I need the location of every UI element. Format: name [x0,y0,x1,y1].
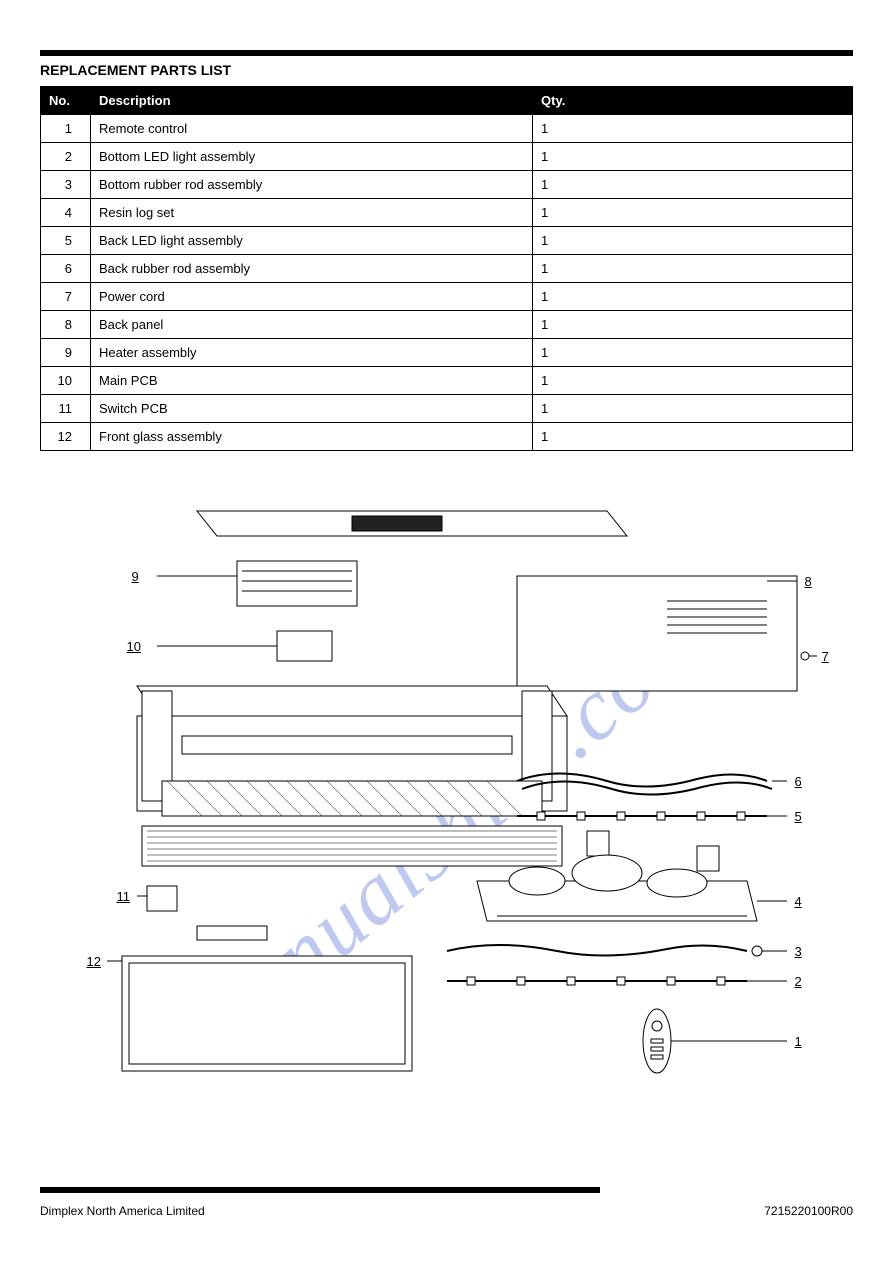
table-row: 7Power cord1 [41,283,853,311]
callout-8: 8 [805,574,812,589]
cell-no: 5 [41,227,91,255]
table-row: 4Resin log set1 [41,199,853,227]
cell-qty: 1 [533,171,853,199]
cell-qty: 1 [533,255,853,283]
table-row: 9Heater assembly1 [41,339,853,367]
table-row: 12Front glass assembly1 [41,423,853,451]
cell-no: 11 [41,395,91,423]
section-title: REPLACEMENT PARTS LIST [40,62,853,78]
cell-desc: Main PCB [91,367,533,395]
callout-4: 4 [795,894,802,909]
table-row: 8Back panel1 [41,311,853,339]
cell-no: 4 [41,199,91,227]
cell-desc: Resin log set [91,199,533,227]
cell-desc: Remote control [91,115,533,143]
header-qty: Qty. [533,87,853,115]
cell-no: 2 [41,143,91,171]
diagram-svg [47,481,847,1121]
cell-qty: 1 [533,311,853,339]
cell-no: 10 [41,367,91,395]
table-row: 5Back LED light assembly1 [41,227,853,255]
table-row: 1Remote control1 [41,115,853,143]
table-row: 2Bottom LED light assembly1 [41,143,853,171]
cell-desc: Bottom rubber rod assembly [91,171,533,199]
top-rule [40,50,853,56]
cell-qty: 1 [533,199,853,227]
callout-9: 9 [132,569,139,584]
table-row: 11Switch PCB1 [41,395,853,423]
cell-desc: Switch PCB [91,395,533,423]
table-row: 3Bottom rubber rod assembly1 [41,171,853,199]
cell-desc: Heater assembly [91,339,533,367]
cell-desc: Back panel [91,311,533,339]
cell-qty: 1 [533,283,853,311]
cell-no: 12 [41,423,91,451]
cell-no: 3 [41,171,91,199]
cell-no: 6 [41,255,91,283]
cell-no: 7 [41,283,91,311]
cell-no: 8 [41,311,91,339]
footer-left: Dimplex North America Limited [40,1204,205,1218]
cell-qty: 1 [533,115,853,143]
cell-no: 1 [41,115,91,143]
table-row: 10Main PCB1 [41,367,853,395]
cell-qty: 1 [533,367,853,395]
cell-desc: Back LED light assembly [91,227,533,255]
cell-desc: Power cord [91,283,533,311]
table-header-row: No. Description Qty. [41,87,853,115]
cell-no: 9 [41,339,91,367]
cell-desc: Back rubber rod assembly [91,255,533,283]
header-no: No. [41,87,91,115]
callout-5: 5 [795,809,802,824]
callout-12: 12 [87,954,101,969]
cell-desc: Bottom LED light assembly [91,143,533,171]
cell-desc: Front glass assembly [91,423,533,451]
cell-qty: 1 [533,143,853,171]
footer-line: Dimplex North America Limited 7215220100… [40,1204,853,1218]
footer-rule [40,1187,600,1193]
callout-10: 10 [127,639,141,654]
callout-7: 7 [822,649,829,664]
cell-qty: 1 [533,423,853,451]
page: REPLACEMENT PARTS LIST No. Description Q… [0,0,893,1263]
header-desc: Description [91,87,533,115]
callout-6: 6 [795,774,802,789]
table-row: 6Back rubber rod assembly1 [41,255,853,283]
parts-table: No. Description Qty. 1Remote control1 2B… [40,86,853,451]
callout-1: 1 [795,1034,802,1049]
cell-qty: 1 [533,339,853,367]
cell-qty: 1 [533,227,853,255]
callout-3: 3 [795,944,802,959]
callout-2: 2 [795,974,802,989]
footer-right: 7215220100R00 [764,1204,853,1218]
exploded-diagram: manualshive.com [47,481,847,1121]
callout-11: 11 [117,889,131,904]
cell-qty: 1 [533,395,853,423]
